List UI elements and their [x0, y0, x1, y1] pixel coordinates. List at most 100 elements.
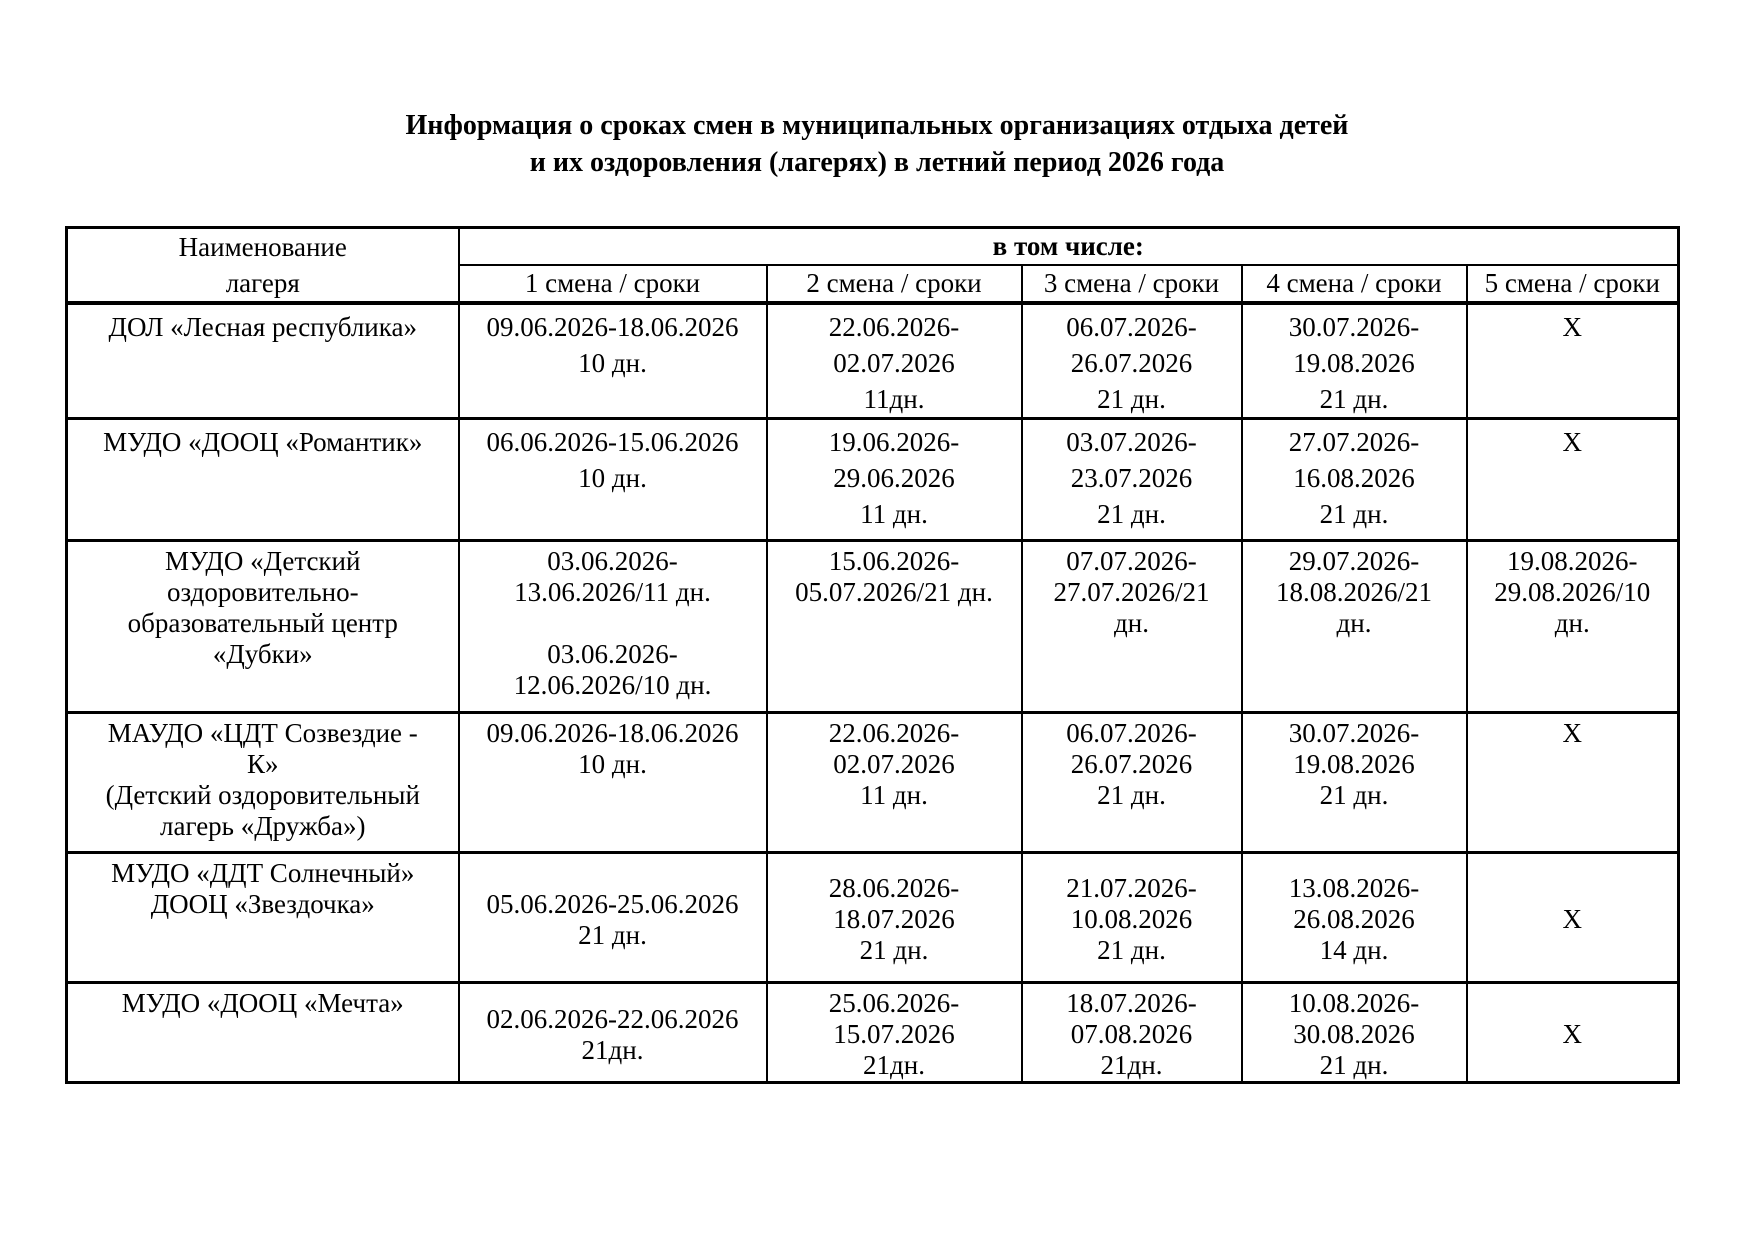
cell-line: 10.08.2026- — [1288, 988, 1420, 1018]
cell-line: 26.07.2026 — [1070, 749, 1193, 779]
cell-line: Х — [1562, 427, 1583, 457]
cell-line: 06.07.2026- — [1066, 718, 1197, 748]
cell-line: дн. — [1336, 608, 1372, 638]
shift-cell: 09.06.2026-18.06.2026 10 дн. — [457, 711, 768, 854]
shift-column-header-1: 1 смена / сроки — [457, 263, 768, 306]
cell-line: 28.06.2026- — [828, 873, 960, 903]
cell-line: Х — [1562, 312, 1583, 342]
shift-cell: 03.06.2026- 13.06.2026/11 дн. 03.06.2026-… — [457, 539, 768, 714]
shift-column-header-5: 5 смена / сроки — [1465, 263, 1680, 306]
cell-line: МУДО «ДООЦ «Мечта» — [121, 988, 404, 1018]
cell-line: ДОЛ «Лесная республика» — [108, 312, 417, 342]
shift-cell: Х — [1465, 711, 1680, 854]
cell-line: 09.06.2026-18.06.2026 — [486, 312, 739, 342]
cell-line: 16.08.2026 — [1293, 463, 1415, 493]
shift-cell: Х — [1465, 981, 1680, 1084]
cell-line: 30.07.2026- — [1288, 718, 1420, 748]
cell-line: 11 дн. — [860, 499, 928, 529]
shift-cell: 10.08.2026- 30.08.2026 21 дн. — [1240, 981, 1468, 1084]
cell-line: ДООЦ «Звездочка» — [150, 889, 375, 919]
cell-line: 19.08.2026- — [1507, 546, 1638, 576]
cell-line: 13.08.2026- — [1288, 873, 1420, 903]
table-row: МУДО «Детский оздоровительно-образователь… — [65, 539, 1680, 714]
name-column-header: Наименование лагеря — [65, 226, 460, 305]
cell-line: 03.06.2026- — [547, 639, 678, 669]
cell-line: 21 дн. — [1319, 384, 1389, 414]
cell-line: 25.06.2026- — [828, 988, 960, 1018]
cell-line: 21 дн. — [1097, 935, 1166, 965]
cell-line: 21.07.2026- — [1066, 873, 1197, 903]
cell-line: 11 дн. — [860, 780, 928, 810]
shift-cell: 19.08.2026- 29.08.2026/10 дн. — [1465, 539, 1680, 714]
shift-cell: 06.07.2026- 26.07.2026 21 дн. — [1020, 301, 1243, 420]
shift-cell: 27.07.2026- 16.08.2026 21 дн. — [1240, 417, 1468, 542]
shift-cell: 19.06.2026- 29.06.2026 11 дн. — [765, 417, 1023, 542]
cell-line: 21 дн. — [1319, 499, 1389, 529]
camp-name-cell: МУДО «ДООЦ «Мечта» — [65, 981, 460, 1084]
cell-line: 15.06.2026- — [828, 546, 960, 576]
cell-line: 11дн. — [863, 384, 925, 414]
shift-cell: 22.06.2026- 02.07.2026 11дн. — [765, 301, 1023, 420]
cell-line: 29.07.2026- — [1288, 546, 1420, 576]
cell-line: 27.07.2026/21 — [1053, 577, 1210, 607]
shift-cell: 30.07.2026- 19.08.2026 21 дн. — [1240, 301, 1468, 420]
cell-line: 05.07.2026/21 дн. — [795, 577, 993, 607]
cell-line: 21 дн. — [1319, 780, 1389, 810]
cell-line: дн. — [1114, 608, 1149, 638]
cell-line: оздоровительно- — [166, 577, 359, 607]
cell-line: 02.07.2026 — [833, 749, 955, 779]
shift-cell: 29.07.2026- 18.08.2026/21 дн. — [1240, 539, 1468, 714]
shift-cell: 05.06.2026-25.06.2026 21 дн. — [457, 851, 768, 984]
camp-name-cell: МУДО «ДООЦ «Романтик» — [65, 417, 460, 542]
shift-cell: 30.07.2026- 19.08.2026 21 дн. — [1240, 711, 1468, 854]
cell-line: 02.07.2026 — [833, 348, 955, 378]
table-row: МУДО «ДООЦ «Мечта» 02.06.2026-22.06.2026 2… — [65, 981, 1680, 1084]
cell-line: 22.06.2026- — [828, 718, 960, 748]
cell-line: 19.08.2026 — [1293, 749, 1415, 779]
cell-line: 03.07.2026- — [1066, 427, 1197, 457]
cell-line: 10 дн. — [578, 463, 647, 493]
cell-line: 18.07.2026 — [833, 904, 955, 934]
cell-line: 14 дн. — [1319, 935, 1389, 965]
cell-line: МУДО «ДДТ Солнечный» — [111, 858, 415, 888]
cell-line: 12.06.2026/10 дн. — [513, 670, 712, 700]
shift-cell: 25.06.2026- 15.07.2026 21дн. — [765, 981, 1023, 1084]
table-row: МУДО «ДДТ Солнечный» ДООЦ «Звездочка» 05.0… — [65, 851, 1680, 984]
cell-line: (Детский оздоровительный — [105, 780, 420, 810]
table-row: МАУДО «ЦДТ Созвездие - К» (Детский оздоров… — [65, 711, 1680, 854]
shift-cell: 18.07.2026- 07.08.2026 21дн. — [1020, 981, 1243, 1084]
shift-cell: 09.06.2026-18.06.2026 10 дн. — [457, 301, 768, 420]
shift-cell: 13.08.2026- 26.08.2026 14 дн. — [1240, 851, 1468, 984]
shift-cell: 21.07.2026- 10.08.2026 21 дн. — [1020, 851, 1243, 984]
table-body: ДОЛ «Лесная республика» 09.06.2026-18.06.… — [65, 301, 1680, 1084]
cell-line: 21 дн. — [859, 935, 929, 965]
cell-line: 19.06.2026- — [828, 427, 960, 457]
cell-line: 15.07.2026 — [833, 1019, 955, 1049]
group-header: в том числе: — [457, 226, 1680, 266]
camp-name-cell: МАУДО «ЦДТ Созвездие - К» (Детский оздоров… — [65, 711, 460, 854]
cell-line: 26.08.2026 — [1293, 904, 1415, 934]
cell-line: 21 дн. — [1097, 780, 1166, 810]
cell-line: 09.06.2026-18.06.2026 — [486, 718, 739, 748]
cell-line: 22.06.2026- — [828, 312, 960, 342]
cell-line: МУДО «Детский — [165, 546, 361, 576]
shift-cell: Х — [1465, 301, 1680, 420]
cell-line: 21дн. — [863, 1050, 925, 1080]
cell-line: 13.06.2026/11 дн. — [514, 577, 711, 607]
shift-column-header-3: 3 смена / сроки — [1020, 263, 1243, 306]
cell-line: 06.06.2026-15.06.2026 — [486, 427, 739, 457]
header-shift-row: 1 смена / сроки 2 смена / сроки 3 смена … — [67, 263, 1680, 306]
camp-name-cell: МУДО «ДДТ Солнечный» ДООЦ «Звездочка» — [65, 851, 460, 984]
header-group-row: Наименование лагеря в том числе: — [65, 226, 1680, 305]
cell-line: 07.07.2026- — [1066, 546, 1197, 576]
cell-line: 10 дн. — [578, 348, 647, 378]
cell-line: 18.08.2026/21 — [1275, 577, 1432, 607]
cell-line: 10 дн. — [578, 749, 647, 779]
cell-line: 19.08.2026 — [1293, 348, 1415, 378]
table-row: ДОЛ «Лесная республика» 09.06.2026-18.06.… — [65, 301, 1680, 420]
shift-cell: 03.07.2026- 23.07.2026 21 дн. — [1020, 417, 1243, 542]
cell-line: Х — [1562, 718, 1583, 748]
name-column-header-line-2: лагеря — [225, 268, 300, 298]
camp-name-cell: МУДО «Детский оздоровительно-образователь… — [65, 539, 460, 714]
